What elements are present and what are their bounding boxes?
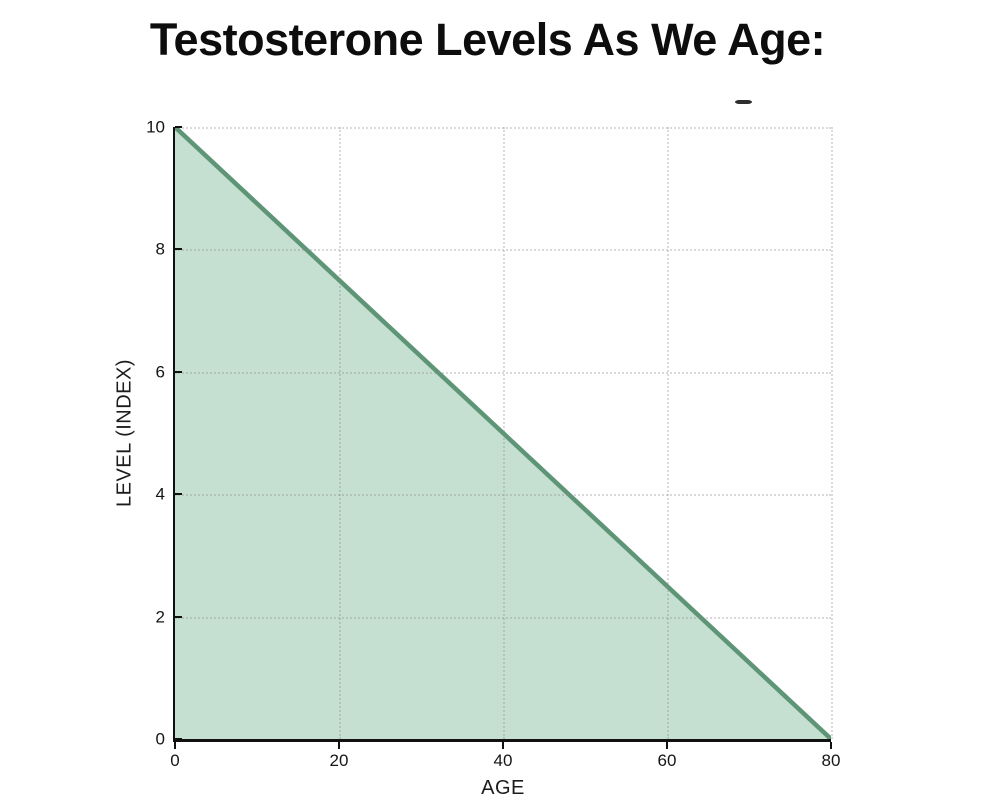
x-tick-label: 40 (493, 751, 513, 770)
x-tick (338, 742, 340, 749)
y-gridline (175, 371, 831, 374)
y-tick-label: 2 (155, 607, 165, 627)
area-series (175, 127, 831, 739)
y-tick-label: 4 (155, 484, 165, 504)
y-tick (175, 738, 182, 740)
x-gridline (503, 127, 505, 739)
y-tick (175, 370, 182, 373)
x-gridline (339, 127, 341, 739)
x-gridline (667, 127, 669, 739)
x-gridline (831, 127, 833, 739)
x-axis-label: AGE (481, 777, 525, 799)
y-tick-label: 10 (146, 117, 165, 137)
x-tick (174, 742, 176, 749)
series-line (175, 127, 831, 739)
y-tick (175, 493, 182, 496)
y-gridline (175, 494, 831, 497)
x-tick-label: 60 (657, 751, 677, 770)
artifact-dash-mark (735, 100, 752, 104)
plot-area: 0 20 40 60 80 0 2 4 6 8 10 AGE LEVEL (INDEX) (114, 119, 841, 800)
chart-title: Testosterone Levels As We Age: (149, 14, 826, 65)
y-gridline (175, 127, 831, 129)
y-tick-label: 0 (155, 729, 165, 749)
y-tick (175, 615, 182, 618)
x-tick-label: 80 (821, 751, 841, 770)
y-tick-label: 8 (155, 239, 165, 259)
y-tick (175, 126, 182, 128)
y-tick-label: 6 (155, 362, 165, 382)
x-tick (830, 742, 832, 749)
y-gridline (175, 249, 831, 252)
x-tick (666, 742, 668, 749)
y-axis-label: LEVEL (INDEX) (113, 358, 136, 508)
y-gridline (175, 616, 831, 619)
x-tick-label: 0 (170, 751, 180, 770)
x-tick-label: 20 (329, 751, 349, 770)
y-tick (175, 248, 182, 251)
x-tick (502, 742, 504, 749)
